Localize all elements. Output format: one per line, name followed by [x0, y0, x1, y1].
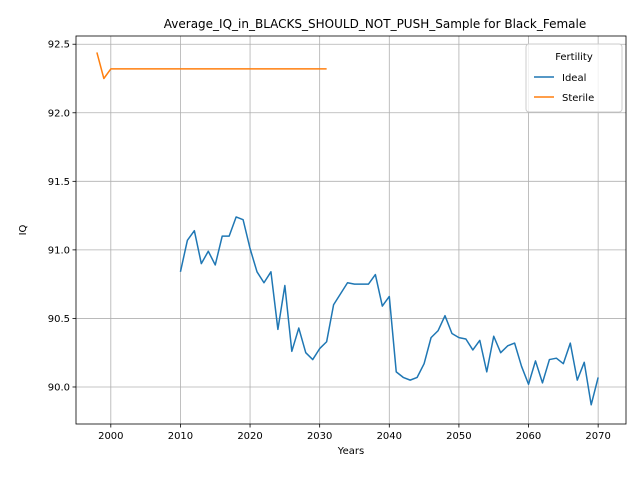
x-axis-ticks: 2000 2010 2020 2030 2040 2050 2060 2070 — [98, 424, 611, 442]
y-tick-label: 92.0 — [48, 108, 70, 119]
x-tick-label: 2070 — [585, 431, 610, 442]
y-tick-label: 91.5 — [48, 177, 70, 188]
axes-frame — [75, 35, 627, 425]
legend-label-sterile: Sterile — [562, 93, 594, 104]
x-tick-label: 2060 — [516, 431, 541, 442]
legend-box — [525, 43, 623, 113]
legend-label-ideal: Ideal — [562, 73, 586, 84]
legend-title: Fertility — [555, 52, 593, 63]
x-tick-label: 2010 — [168, 431, 193, 442]
x-tick-label: 2040 — [377, 431, 402, 442]
y-axis-label: IQ — [18, 224, 29, 235]
y-tick-label: 90.0 — [48, 382, 70, 393]
series-line-ideal — [179, 216, 599, 406]
y-axis-ticks: 90.0 90.5 91.0 91.5 92.0 92.5 — [48, 40, 76, 393]
legend: Fertility Ideal Sterile — [525, 43, 623, 113]
x-tick-label: 2050 — [446, 431, 471, 442]
series-line-sterile — [96, 52, 327, 80]
x-tick-label: 2000 — [98, 431, 123, 442]
x-axis-label: Years — [337, 446, 364, 457]
chart-title: Average_IQ_in_BLACKS_SHOULD_NOT_PUSH_Sam… — [164, 17, 586, 31]
plot-lines — [96, 52, 599, 406]
x-tick-label: 2030 — [307, 431, 332, 442]
legend-entries: Ideal Sterile — [534, 73, 594, 104]
y-tick-label: 90.5 — [48, 314, 70, 325]
x-tick-label: 2020 — [237, 431, 262, 442]
y-tick-label: 91.0 — [48, 245, 70, 256]
y-tick-label: 92.5 — [48, 40, 70, 51]
